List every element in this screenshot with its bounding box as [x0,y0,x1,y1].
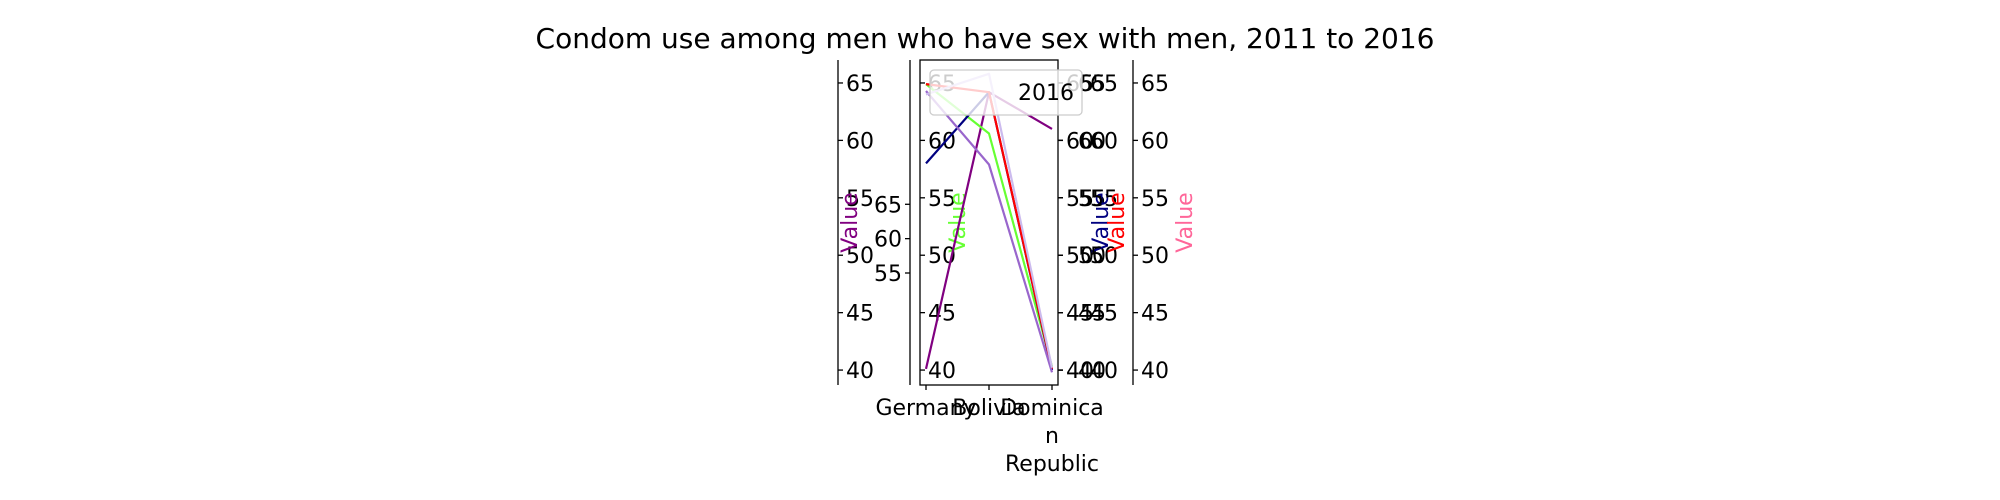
y-tick-label: 45 [1141,302,1169,327]
y-tick-label: 55 [1078,187,1106,212]
y-axis-label: Value [1089,192,1114,252]
y-tick-label: 45 [1066,302,1094,327]
y-axis-5: 40 45 50 55 60 65 Value [1058,72,1114,384]
y-tick-label: 55 [1141,187,1169,212]
y-tick-label: 55 [1066,187,1094,212]
y-tick-label: 45 [928,302,956,327]
y-tick-label: 60 [1066,129,1094,154]
y-tick-label: 50 [1066,244,1094,269]
y-tick-label: 40 [1141,359,1169,384]
y-tick-label: 60 [1090,129,1118,154]
x-tick-label: Dominica n Republic [1000,396,1104,477]
y-tick-label: 55 [928,187,956,212]
y-tick-label: 65 [1141,72,1169,97]
y-axis-7: 40 45 50 55 60 65 Value [1132,60,1198,385]
legend-box [929,69,1083,116]
y-axes: 404550556065Value556065404550556065Value… [837,60,1198,385]
y-tick-label: 50 [1078,244,1106,269]
y-axis-label: Value [838,192,863,252]
y-tick-label: 40 [1090,359,1118,384]
y-tick-label: 50 [1141,244,1169,269]
y-tick-label: 40 [928,359,956,384]
series-lines [924,72,1054,373]
y-tick-label: 40 [846,359,874,384]
y-tick-label: 60 [1078,129,1106,154]
y-tick-label: 65 [874,193,902,218]
y-tick-label: 40 [1078,359,1106,384]
y-tick-label: 60 [1141,129,1169,154]
y-tick-label: 65 [1078,72,1106,97]
y-tick-label: 55 [874,262,902,287]
y-axis-2: 55 60 65 [874,60,911,385]
y-tick-label: 45 [1090,302,1118,327]
y-tick-label: 60 [846,129,874,154]
y-axis-6: 40 45 50 55 60 65 Value [1058,72,1130,384]
y-tick-label: 45 [1078,302,1106,327]
x-tick-label: Bolivia [952,396,1025,421]
x-tick-label: Germany [875,396,976,421]
y-axis-label: Value [1105,192,1130,252]
y-tick-label: 40 [1066,359,1094,384]
legend-label: 2016 [1018,81,1074,106]
y-tick-label: 50 [1090,244,1118,269]
y-tick-label: 50 [846,244,874,269]
y-axis-1: 40 45 50 55 60 65 Value [837,60,874,385]
y-tick-label: 65 [846,72,874,97]
y-tick-label: 55 [1090,187,1118,212]
y-axis-label: Value [1173,192,1198,252]
chart-title: Condom use among men who have sex with m… [536,22,1435,55]
y-tick-label: 60 [874,228,902,253]
legend: 2016 [929,69,1083,116]
y-tick-label: 65 [1090,72,1118,97]
y-tick-label: 45 [846,302,874,327]
y-tick-label: 55 [846,187,874,212]
